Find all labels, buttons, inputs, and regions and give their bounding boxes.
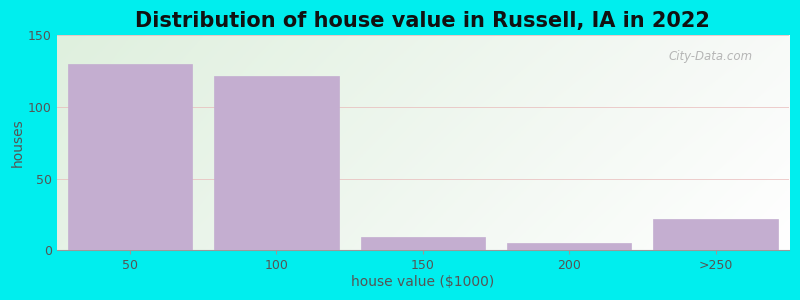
Title: Distribution of house value in Russell, IA in 2022: Distribution of house value in Russell, … [135, 11, 710, 31]
Bar [361, 237, 485, 250]
Y-axis label: houses: houses [11, 118, 25, 167]
Bar [68, 64, 192, 250]
Bar [507, 243, 631, 250]
Text: City-Data.com: City-Data.com [668, 50, 752, 64]
Bar [654, 219, 778, 250]
X-axis label: house value ($1000): house value ($1000) [351, 275, 494, 289]
Bar [214, 76, 338, 250]
